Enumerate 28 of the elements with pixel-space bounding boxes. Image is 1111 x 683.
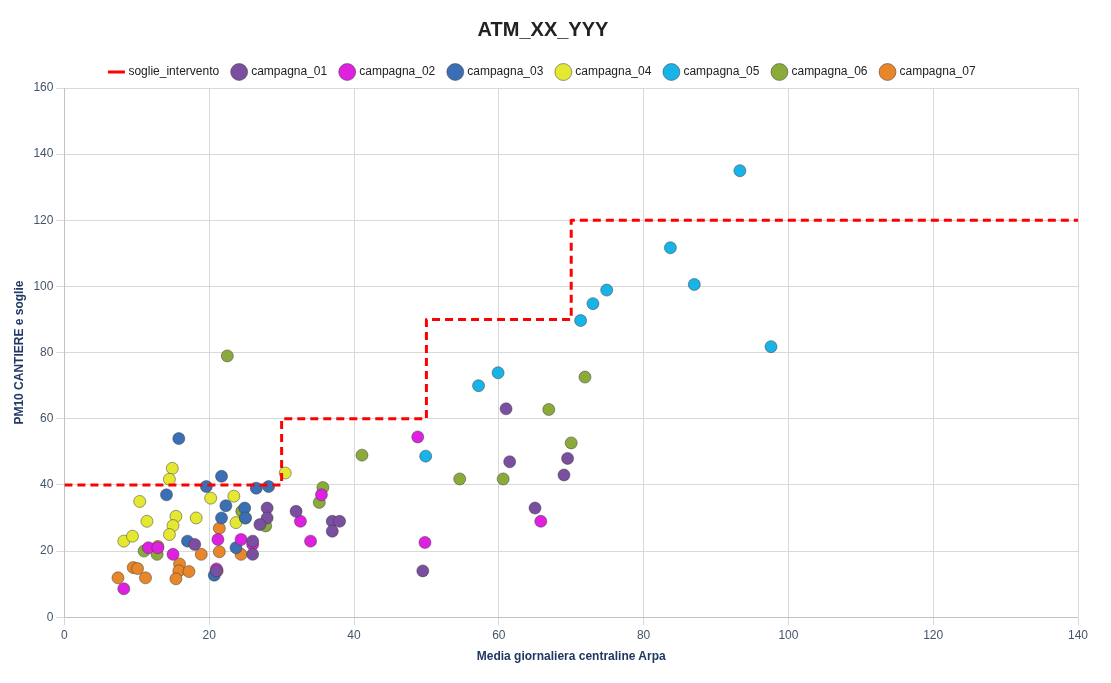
y-tick-label: 40 xyxy=(40,477,54,492)
legend-label: campagna_07 xyxy=(899,64,976,79)
y-tick-label: 80 xyxy=(40,344,54,359)
legend-label: campagna_05 xyxy=(683,64,760,79)
y-tick-label: 160 xyxy=(33,80,54,95)
legend-label: campagna_04 xyxy=(575,64,652,79)
legend-label: campagna_06 xyxy=(791,64,868,79)
x-tick-label: 40 xyxy=(347,627,362,642)
legend-label: campagna_01 xyxy=(251,64,328,79)
y-tick-label: 0 xyxy=(46,609,54,624)
x-tick-label: 120 xyxy=(923,627,944,642)
legend-label: campagna_02 xyxy=(359,64,436,79)
y-tick-label: 60 xyxy=(40,411,54,426)
y-tick-label: 140 xyxy=(33,146,54,161)
x-tick-label: 0 xyxy=(61,627,69,642)
x-tick-label: 100 xyxy=(778,627,799,642)
y-tick-label: 100 xyxy=(33,278,54,293)
chart-title: ATM_XX_YYY xyxy=(477,17,610,40)
x-tick-label: 140 xyxy=(1067,627,1089,642)
y-axis-title: PM10 CANTIERE e soglie xyxy=(11,280,26,425)
x-tick-label: 60 xyxy=(492,627,506,642)
legend-label: soglie_intervento xyxy=(128,64,220,79)
x-axis-title: Media giornaliera centraline Arpa xyxy=(476,649,667,664)
x-tick-label: 80 xyxy=(636,627,651,642)
y-tick-label: 120 xyxy=(33,212,54,227)
y-tick-label: 20 xyxy=(40,543,54,558)
x-tick-label: 20 xyxy=(202,627,217,642)
legend-label: campagna_03 xyxy=(467,64,544,79)
